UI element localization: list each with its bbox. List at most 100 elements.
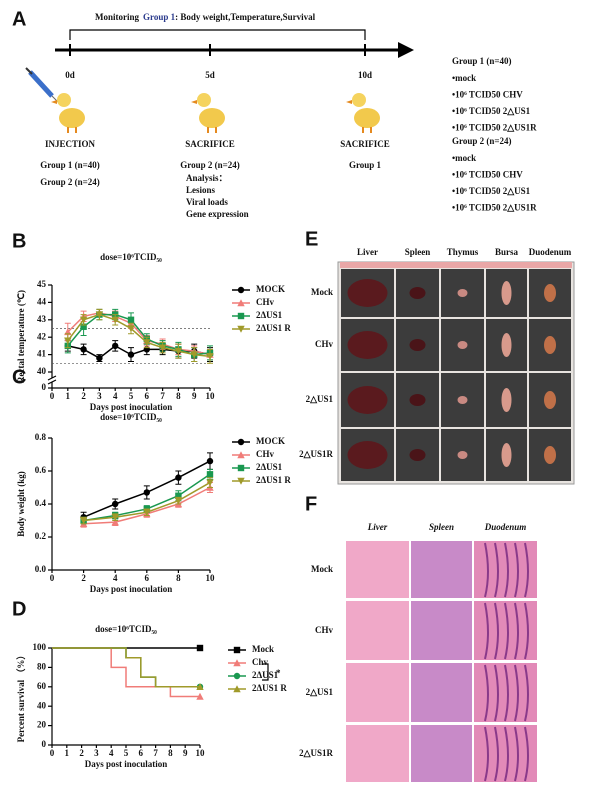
marker — [127, 325, 135, 333]
row-label: 2△US1 — [306, 687, 334, 697]
x-tick-label: 1 — [65, 748, 70, 758]
marker — [111, 316, 119, 324]
marker — [174, 347, 183, 355]
x-tick-label: 0 — [50, 748, 55, 758]
x-tick-label: 6 — [139, 748, 144, 758]
y-axis-label: Percent survival （%） — [16, 651, 26, 743]
organ — [409, 339, 426, 351]
villi — [524, 664, 529, 722]
y-tick-label: 40 — [37, 700, 47, 710]
duck-beak — [51, 100, 57, 104]
series-line — [67, 313, 211, 358]
legend-label: 2ΔUS1 — [252, 670, 279, 680]
y-tick-label: 43 — [37, 314, 47, 324]
group-item: •10⁶ TCID50 2△US1R — [452, 203, 537, 213]
x-tick-label: 2 — [81, 391, 86, 401]
timepoint: 5d — [205, 70, 215, 80]
marker — [158, 344, 167, 352]
row-label: Mock — [311, 287, 333, 297]
y-axis-label: Body weight (kg) — [16, 471, 26, 537]
axis-break — [47, 375, 57, 385]
x-tick-label: 7 — [153, 748, 158, 758]
histology-cell — [411, 601, 472, 660]
x-tick-label: 1 — [66, 391, 71, 401]
ruler — [340, 262, 572, 268]
y-tick-label: 0.4 — [35, 498, 47, 508]
y-axis-label: Rectal temperature (℃) — [16, 290, 26, 383]
x-tick-label: 2 — [79, 748, 84, 758]
legend-marker — [233, 685, 241, 693]
y-tick-label: 0.2 — [35, 531, 47, 541]
group-item: •10⁶ TCID50 CHV — [452, 170, 523, 180]
organ — [457, 289, 468, 297]
column-label: Duodenum — [529, 247, 572, 257]
duck-beak — [191, 100, 197, 104]
group-name: Group 2 (n=24) — [452, 136, 511, 146]
legend-marker — [237, 312, 245, 320]
histology-cell — [346, 601, 409, 660]
villi — [494, 664, 499, 722]
legend-label: 2ΔUS1 R — [256, 475, 291, 485]
marker — [143, 509, 151, 516]
series-line — [67, 313, 211, 356]
villi — [494, 726, 499, 782]
legend-label: CHv — [256, 297, 275, 307]
legend-marker — [237, 451, 245, 459]
villi — [514, 726, 519, 782]
column-label: Liver — [367, 522, 388, 532]
marker — [95, 311, 104, 319]
duck-legs — [67, 127, 77, 133]
x-tick-label: 8 — [168, 748, 173, 758]
survival-line — [52, 647, 200, 688]
marker — [174, 497, 183, 505]
histology-cell — [346, 541, 409, 598]
column-label: Bursa — [495, 247, 519, 257]
legend-label: Chv — [252, 657, 269, 667]
y-tick-label: 40 — [37, 366, 47, 376]
ducks — [51, 93, 380, 133]
marker — [206, 471, 214, 478]
organ — [347, 441, 388, 469]
timepoint: 10d — [358, 70, 372, 80]
duck-legs — [207, 127, 217, 133]
survival-line — [52, 647, 200, 698]
monitoring-prefix: Monitoring — [95, 12, 139, 22]
legend-label: 2ΔUS1 — [256, 310, 283, 320]
plunger — [25, 67, 33, 75]
villi — [484, 726, 489, 782]
row-label: 2△US1 — [306, 394, 334, 404]
x-tick-label: 7 — [160, 391, 165, 401]
group-item: •10⁶ TCID50 2△US1R — [452, 123, 537, 133]
y-tick-label: 42 — [37, 331, 47, 341]
y-tick-label: 80 — [37, 661, 47, 671]
syringe-body — [28, 70, 54, 98]
marker — [206, 457, 214, 465]
marker — [196, 683, 204, 690]
panel-label: B — [12, 230, 26, 252]
row-label: CHv — [315, 339, 334, 349]
y-tick-label: 44 — [37, 296, 47, 306]
ticks — [69, 44, 366, 56]
organ — [409, 394, 426, 406]
villi — [514, 542, 519, 598]
chart-title: dose=10⁶TCID₅₀ — [95, 624, 157, 634]
x-tick-label: 9 — [192, 391, 197, 401]
marker — [127, 316, 135, 323]
y-tick-label: 20 — [37, 720, 47, 730]
group-label: Group 1 (n=40) — [40, 160, 99, 170]
duck-legs — [362, 127, 372, 133]
organ — [501, 333, 512, 357]
marker — [79, 517, 88, 525]
x-tick-label: 2 — [81, 573, 86, 583]
sig-bracket — [262, 663, 269, 681]
x-tick-label: 9 — [183, 748, 188, 758]
y-tick-label: 100 — [33, 642, 47, 652]
panel-label: C — [12, 366, 26, 388]
x-tick-label: 10 — [196, 748, 206, 758]
villi — [494, 542, 499, 598]
legend-marker — [237, 286, 245, 294]
legend-marker — [237, 464, 245, 472]
y-tick-label: 0.8 — [35, 432, 47, 442]
marker — [175, 474, 182, 481]
